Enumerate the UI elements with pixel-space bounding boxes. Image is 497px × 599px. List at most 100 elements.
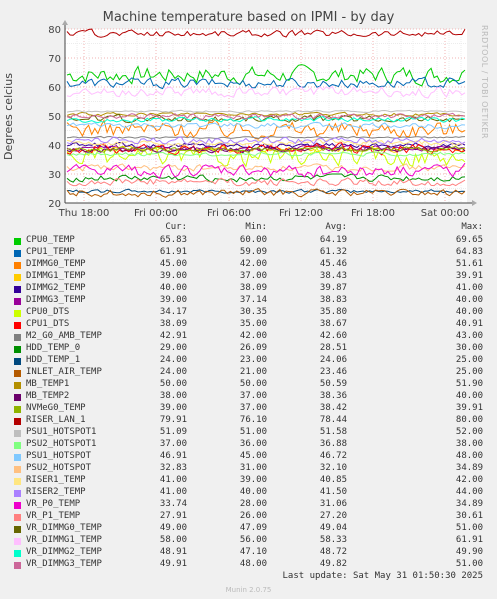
legend-name: PSU2_HOTSPOT: [26, 463, 92, 473]
legend-min: 48.00: [239, 559, 267, 569]
legend-row: INLET_AIR_TEMP 24.00 21.00 23.46 25.00: [0, 367, 497, 379]
x-tick-label: Fri 18:00: [351, 208, 395, 219]
legend-max: 40.00: [455, 295, 483, 305]
series-line: [66, 76, 466, 90]
y-tick-label: 50: [48, 112, 61, 123]
x-tick-label: Fri 06:00: [207, 208, 251, 219]
legend-min: 60.00: [239, 235, 267, 245]
legend-row: HDD_TEMP_0 29.00 26.09 28.51 30.00: [0, 343, 497, 355]
legend-avg: 38.42: [319, 403, 347, 413]
legend-row: VR_DIMMG3_TEMP 49.91 48.00 49.82 51.00: [0, 559, 497, 571]
legend-avg: 45.46: [319, 259, 347, 269]
legend-max: 30.61: [455, 511, 483, 521]
legend-cur: 24.00: [159, 355, 187, 365]
legend-row: RISER2_TEMP 41.00 40.00 41.50 44.00: [0, 487, 497, 499]
legend-avg: 51.58: [319, 427, 347, 437]
legend-swatch: [14, 286, 21, 293]
legend-cur: 39.00: [159, 271, 187, 281]
legend-max: 25.00: [455, 367, 483, 377]
legend-avg: 58.33: [319, 535, 347, 545]
munin-version: Munin 2.0.75: [225, 586, 272, 594]
legend-avg: 35.80: [319, 307, 347, 317]
legend-max: 41.00: [455, 283, 483, 293]
chart-title: Machine temperature based on IPMI - by d…: [102, 10, 395, 25]
legend-row: PSU2_HOTSPOT 32.83 31.00 32.10 34.89: [0, 463, 497, 475]
legend-swatch: [14, 502, 21, 509]
legend-name: DIMMG2_TEMP: [26, 283, 86, 293]
x-tick-label: Fri 12:00: [279, 208, 323, 219]
series-line: [66, 173, 466, 183]
legend-cur: 50.00: [159, 379, 187, 389]
legend-min: 42.00: [239, 331, 267, 341]
legend-swatch: [14, 322, 21, 329]
series-lines: [66, 28, 466, 198]
legend-cur: 37.00: [159, 439, 187, 449]
legend-swatch: [14, 406, 21, 413]
legend-swatch: [14, 382, 21, 389]
series-line: [66, 188, 466, 198]
legend-col-cur: Cur:: [165, 222, 187, 232]
series-line: [66, 151, 466, 157]
legend-max: 61.91: [455, 535, 483, 545]
legend-name: PSU2_HOTSPOT1: [26, 439, 97, 449]
legend-min: 28.00: [239, 499, 267, 509]
series-line: [66, 162, 466, 179]
legend-min: 35.00: [239, 319, 267, 329]
legend-swatch: [14, 430, 21, 437]
legend-min: 31.00: [239, 463, 267, 473]
legend-avg: 50.59: [319, 379, 347, 389]
legend-avg: 32.10: [319, 463, 347, 473]
legend-cur: 41.00: [159, 475, 187, 485]
legend-swatch: [14, 478, 21, 485]
legend-min: 47.10: [239, 547, 267, 557]
legend-cur: 48.91: [159, 547, 187, 557]
series-line: [66, 116, 466, 124]
legend-col-min: Min:: [245, 222, 267, 232]
legend-avg: 61.32: [319, 247, 347, 257]
legend-min: 36.00: [239, 439, 267, 449]
series-line: [66, 188, 466, 194]
legend-avg: 31.06: [319, 499, 347, 509]
legend-max: 30.00: [455, 343, 483, 353]
legend-min: 76.10: [239, 415, 267, 425]
legend-min: 45.00: [239, 451, 267, 461]
last-update: Last update: Sat May 31 01:50:30 2025: [282, 571, 483, 581]
legend-min: 30.35: [239, 307, 267, 317]
legend-name: DIMMG0_TEMP: [26, 259, 86, 269]
legend-cur: 42.91: [159, 331, 187, 341]
y-tick-label: 70: [48, 54, 61, 65]
series-line: [66, 121, 466, 130]
y-tick-label: 30: [48, 170, 61, 181]
legend-max: 39.91: [455, 271, 483, 281]
legend-name: DIMMG1_TEMP: [26, 271, 86, 281]
legend-avg: 38.36: [319, 391, 347, 401]
series-line: [66, 28, 466, 38]
legend-cur: 39.00: [159, 403, 187, 413]
legend-col-max: Max:: [461, 222, 483, 232]
legend-cur: 40.00: [159, 283, 187, 293]
legend-min: 47.09: [239, 523, 267, 533]
legend-min: 40.00: [239, 487, 267, 497]
x-tick-label: Thu 18:00: [58, 208, 110, 219]
legend-avg: 49.04: [319, 523, 347, 533]
legend-cur: 51.09: [159, 427, 187, 437]
legend-cur: 61.91: [159, 247, 187, 257]
legend-cur: 45.00: [159, 259, 187, 269]
legend-name: MB_TEMP2: [26, 391, 70, 401]
legend-max: 42.00: [455, 475, 483, 485]
legend-cur: 79.91: [159, 415, 187, 425]
legend-name: RISER_LAN_1: [26, 415, 86, 425]
axes: [62, 20, 477, 206]
legend-avg: 39.87: [319, 283, 347, 293]
legend-name: DIMMG3_TEMP: [26, 295, 86, 305]
legend-min: 56.00: [239, 535, 267, 545]
series-line: [66, 64, 466, 87]
legend-name: HDD_TEMP_0: [26, 343, 81, 353]
legend-max: 49.90: [455, 547, 483, 557]
series-line: [66, 177, 466, 187]
y-tick-label: 60: [48, 83, 61, 94]
legend-cur: 33.74: [159, 499, 187, 509]
legend-max: 69.65: [455, 235, 483, 245]
legend-cur: 49.91: [159, 559, 187, 569]
legend-name: CPU1_TEMP: [26, 247, 75, 257]
